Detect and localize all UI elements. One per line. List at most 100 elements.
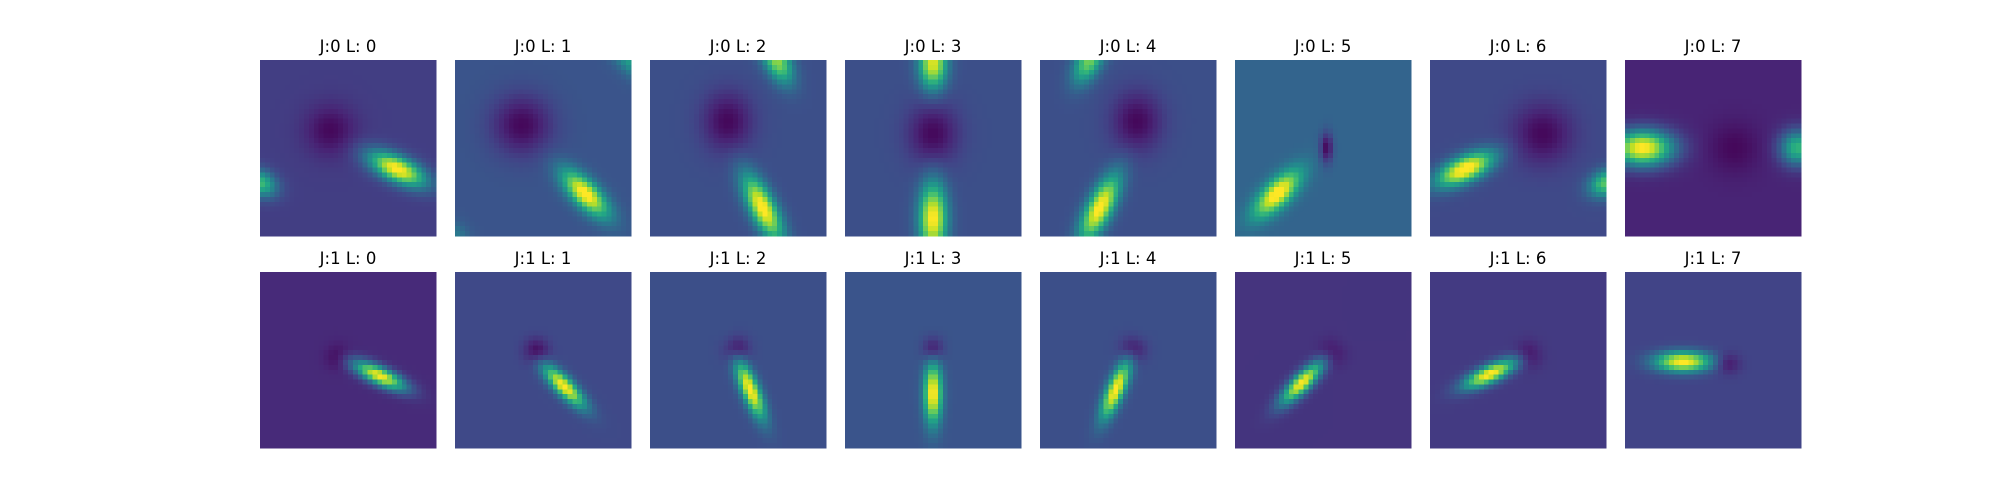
heatmap-cell (489, 128, 495, 134)
heatmap-cell (411, 172, 418, 178)
heatmap-cell (411, 118, 418, 125)
heatmap-cell (401, 187, 408, 193)
heatmap-cell (713, 187, 720, 193)
heatmap-cell (489, 148, 495, 154)
heatmap-cell (431, 226, 437, 232)
heatmap-cell (738, 148, 744, 154)
heatmap-cell (367, 79, 374, 86)
heatmap-cell (279, 84, 286, 90)
heatmap-cell (884, 201, 890, 208)
heatmap-cell (577, 143, 583, 149)
heatmap-cell (747, 128, 754, 134)
heatmap-cell (333, 162, 339, 169)
heatmap-cell (338, 201, 344, 208)
heatmap-cell (626, 99, 632, 105)
heatmap-cell (674, 167, 680, 174)
heatmap-cell (606, 187, 613, 193)
heatmap-cell (538, 113, 544, 120)
heatmap-cell (664, 157, 671, 164)
heatmap-cell (392, 84, 398, 90)
heatmap-cell (664, 79, 671, 86)
heatmap-cell (762, 99, 768, 105)
heatmap-cell (459, 69, 466, 76)
heatmap-cell (538, 133, 544, 139)
heatmap-cell (518, 128, 525, 134)
heatmap-cell (508, 211, 515, 218)
heatmap-cell (772, 216, 778, 222)
heatmap-cell (621, 89, 627, 95)
heatmap-cell (659, 123, 666, 130)
heatmap-cell (659, 104, 666, 110)
heatmap-cell (1016, 157, 1022, 164)
heatmap-cell (396, 182, 403, 188)
heatmap-cell (1011, 133, 1017, 139)
heatmap-cell (284, 60, 290, 66)
heatmap-cell (372, 143, 378, 149)
heatmap-cell (396, 206, 403, 213)
heatmap-cell (416, 177, 422, 183)
heatmap-cell (469, 162, 476, 169)
heatmap-cell (621, 128, 627, 134)
heatmap-cell (791, 172, 798, 178)
heatmap-cell (357, 60, 364, 66)
heatmap-cell (849, 182, 856, 188)
heatmap-cell (591, 192, 598, 198)
heatmap-cell (957, 104, 963, 110)
heatmap-cell (401, 138, 408, 144)
heatmap-cell (893, 143, 900, 149)
heatmap-cell (864, 84, 871, 90)
heatmap-cell (484, 148, 490, 154)
heatmap-cell (854, 148, 861, 154)
heatmap-cell (747, 192, 754, 198)
heatmap-cell (821, 128, 827, 134)
heatmap-cell (557, 211, 564, 218)
heatmap-cell (328, 211, 334, 218)
heatmap-cell (416, 123, 422, 130)
heatmap-cell (406, 148, 413, 154)
heatmap-cell (1001, 118, 1007, 125)
heatmap-cell (957, 84, 963, 90)
heatmap-cell (879, 143, 885, 149)
heatmap-cell (889, 157, 895, 164)
heatmap-cell (323, 123, 330, 130)
heatmap-cell (362, 221, 369, 227)
heatmap-cell (523, 162, 529, 169)
heatmap-cell (313, 231, 320, 237)
heatmap-cell (626, 206, 632, 213)
heatmap-cell (401, 211, 408, 218)
heatmap-cell (684, 74, 690, 81)
heatmap-cell (801, 143, 808, 149)
heatmap-cell (713, 118, 720, 125)
heatmap-cell (903, 152, 910, 159)
heatmap-cell (352, 133, 359, 139)
heatmap-cell (893, 201, 900, 208)
heatmap-cell (567, 211, 573, 218)
heatmap-cell (484, 69, 490, 76)
heatmap-cell (664, 60, 671, 66)
heatmap-cell (777, 64, 783, 71)
heatmap-cell (777, 113, 783, 120)
heatmap-cell (616, 157, 622, 164)
heatmap-cell (1006, 60, 1012, 66)
heatmap-cell (733, 192, 739, 198)
heatmap-cell (313, 113, 320, 120)
heatmap-cell (318, 60, 325, 66)
heatmap-cell (455, 64, 461, 71)
heatmap-cell (986, 108, 993, 115)
heatmap-cell (806, 113, 812, 120)
heatmap-cell (562, 104, 569, 110)
heatmap-cell (923, 143, 929, 149)
heatmap-cell (572, 60, 578, 66)
heatmap-cell (684, 84, 690, 90)
heatmap-cell (903, 187, 910, 193)
heatmap-cell (587, 221, 593, 227)
heatmap-cell (786, 84, 793, 90)
heatmap-cell (718, 143, 724, 149)
heatmap-cell (791, 133, 798, 139)
heatmap-cell (738, 128, 744, 134)
heatmap-cell (528, 64, 534, 71)
heatmap-cell (816, 187, 822, 193)
heatmap-cell (421, 74, 427, 81)
heatmap-cell (889, 162, 895, 169)
heatmap-cell (879, 206, 885, 213)
